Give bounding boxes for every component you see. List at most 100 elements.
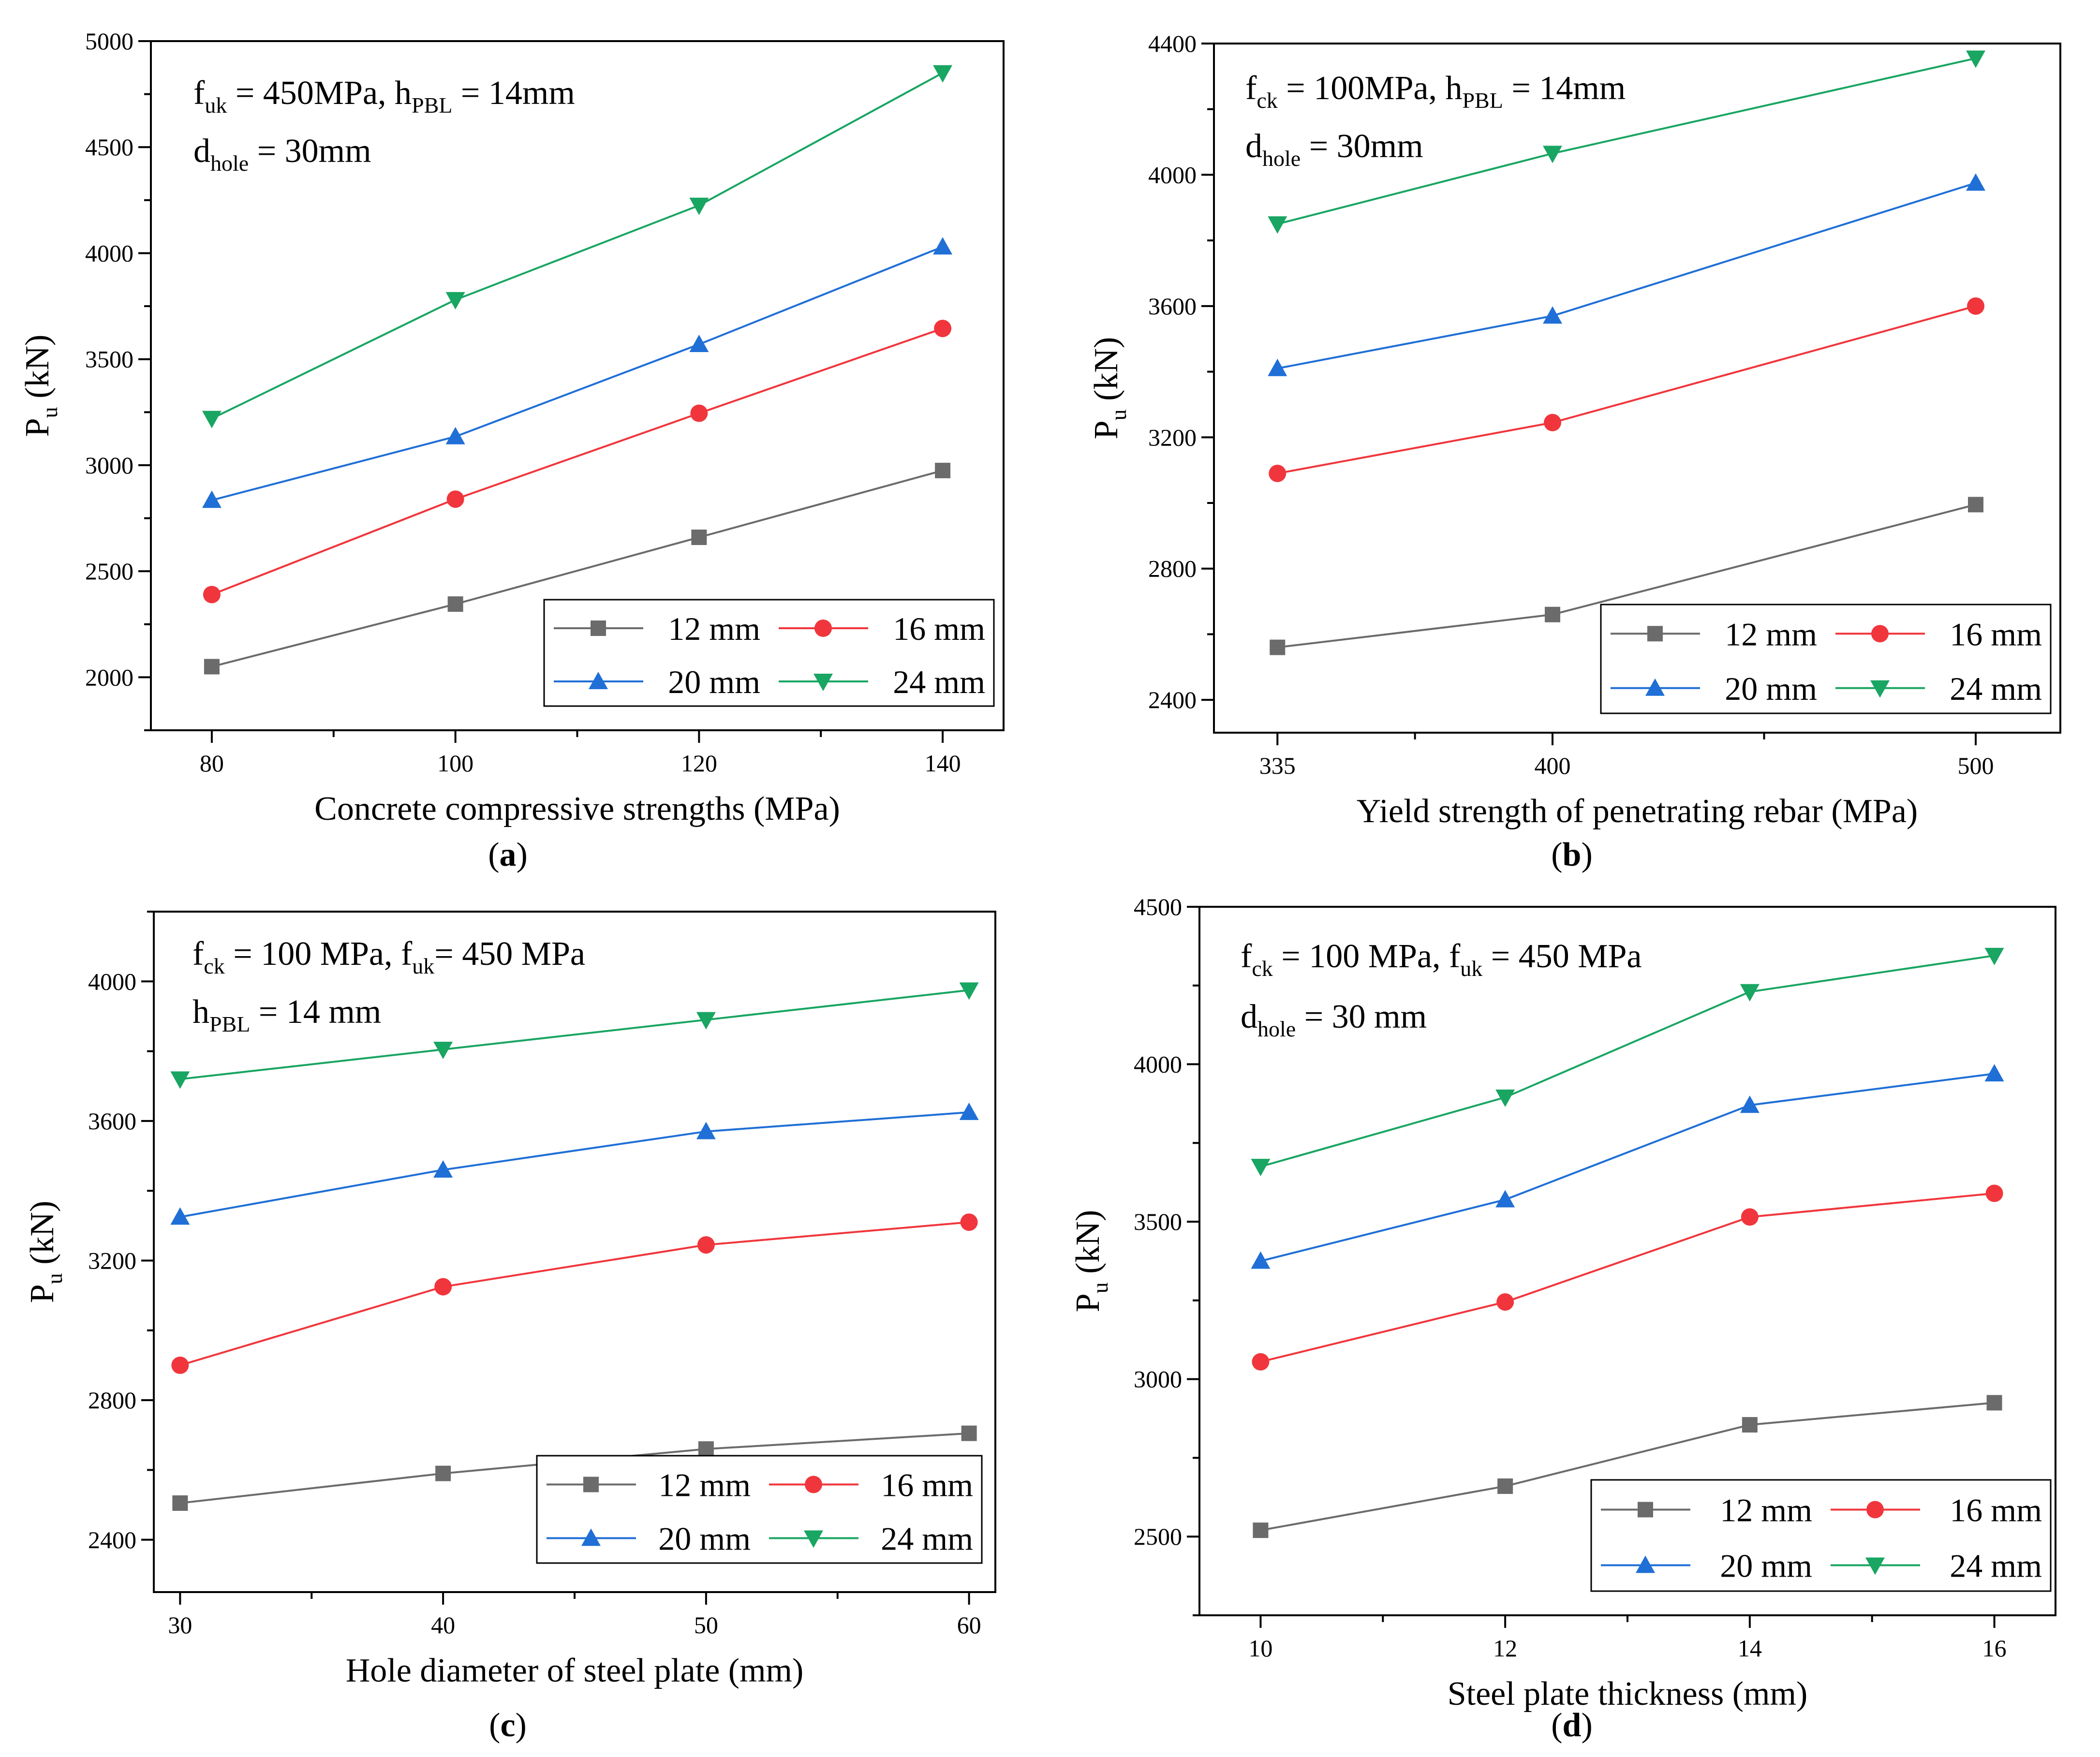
y-axis-symbol: P	[1069, 1293, 1107, 1312]
annotation-line: dhole = 30mm	[193, 133, 371, 176]
series-20mm	[1251, 1064, 2004, 1269]
legend-marker	[1636, 1555, 1655, 1573]
data-point	[959, 982, 979, 1000]
series-16mm	[171, 1213, 978, 1374]
subscript: uk	[412, 954, 434, 978]
y-tick-label: 4000	[88, 968, 136, 995]
y-tick-label: 2800	[88, 1387, 136, 1414]
legend: 12 mm 16 mm 20 mm 24 mm	[1590, 1479, 2052, 1592]
legend-label: 16 mm	[1950, 1492, 2042, 1529]
caption-letter: d	[1563, 1707, 1582, 1744]
x-axis-title: Hole diameter of steel plate (mm)	[346, 1652, 804, 1689]
data-point	[935, 462, 951, 478]
legend-marker	[591, 620, 606, 636]
annotation-part: h	[192, 993, 209, 1031]
annotation-part: f	[1241, 938, 1252, 975]
y-axis-title: Pu (kN)	[19, 335, 62, 437]
x-tick-label: 30	[168, 1611, 192, 1639]
legend-marker	[1638, 1502, 1653, 1518]
legend-marker	[583, 1476, 599, 1492]
data-point	[1544, 413, 1561, 431]
legend-label: 24 mm	[893, 664, 985, 700]
chart-d: 2500 3000 3500 4000 4500 10 12 14 16 Steel plate …	[1069, 893, 2056, 1744]
data-point	[433, 1042, 453, 1060]
data-point	[1968, 497, 1983, 513]
legend-marker	[804, 1530, 823, 1548]
data-point	[696, 1012, 716, 1030]
legend-label: 16 mm	[881, 1467, 973, 1504]
data-point	[170, 1207, 190, 1225]
data-point	[933, 237, 953, 255]
data-point	[1496, 1293, 1514, 1311]
legend: 12 mm 16 mm 20 mm 24 mm	[1600, 604, 2052, 714]
y-tick-label: 4000	[1134, 1051, 1182, 1078]
legend-marker	[813, 674, 833, 691]
x-tick-label: 12	[1493, 1635, 1517, 1662]
annotation-part: f	[1245, 70, 1257, 107]
y-axis-unit: (kN)	[1088, 337, 1125, 410]
series-24mm	[1251, 947, 2004, 1177]
y-tick-label: 2500	[1134, 1523, 1182, 1550]
legend-marker	[814, 620, 832, 637]
y-tick-label: 3000	[1134, 1366, 1182, 1393]
annotation-part: = 100 MPa, f	[225, 935, 413, 973]
annotation-part: = 30mm	[249, 133, 371, 170]
chart-b: 2400 2800 3200 3600 4000 4400 335 400 500 Yield s…	[1088, 30, 2061, 873]
data-point	[1984, 947, 2004, 965]
data-point	[1497, 1478, 1513, 1494]
y-axis-symbol: P	[1088, 420, 1125, 439]
legend-label: 20 mm	[1725, 670, 1817, 707]
data-point	[1495, 1089, 1515, 1107]
x-tick-label: 100	[437, 750, 473, 777]
annotation-line: hPBL = 14 mm	[192, 993, 381, 1036]
y-axis-subscript: u	[1106, 409, 1131, 420]
series-20mm	[202, 237, 953, 508]
legend-box	[543, 599, 995, 707]
y-tick-label: 2400	[88, 1526, 136, 1553]
data-point	[934, 320, 952, 338]
subscript: PBL	[209, 1012, 250, 1036]
legend-marker	[589, 672, 608, 689]
legend: 12 mm 16 mm 20 mm 24 mm	[543, 599, 995, 707]
y-tick-label: 3200	[1148, 424, 1197, 451]
legend-label: 12 mm	[658, 1467, 751, 1504]
y-tick-label: 3500	[1134, 1208, 1182, 1235]
series-line	[211, 327, 943, 596]
legend-marker	[581, 1528, 601, 1546]
subscript: uk	[1460, 956, 1482, 981]
series-24mm	[202, 65, 953, 428]
y-tick-label: 4400	[1148, 30, 1197, 57]
series-line	[1260, 1073, 1995, 1262]
annotation-line: fuk = 450MPa, hPBL = 14mm	[193, 74, 575, 118]
series-12mm	[1253, 1395, 2002, 1538]
y-tick-label: 3200	[88, 1247, 136, 1274]
panel-caption: (b)	[1551, 836, 1593, 873]
plot-frame	[1213, 43, 2061, 734]
data-point	[1986, 1395, 2002, 1411]
legend-box	[1590, 1479, 2052, 1592]
data-point	[689, 335, 709, 352]
y-axis-unit: (kN)	[19, 335, 56, 407]
y-axis-subscript: u	[42, 1273, 67, 1284]
data-point	[1251, 1159, 1271, 1177]
subscript: hole	[1257, 1017, 1296, 1041]
annotation-line: dhole = 30mm	[1245, 128, 1423, 171]
data-point	[446, 490, 464, 508]
x-tick-label: 10	[1248, 1635, 1272, 1662]
legend-marker	[1865, 1557, 1885, 1575]
subscript: PBL	[412, 93, 452, 118]
data-point	[445, 292, 465, 310]
data-point	[961, 1425, 977, 1441]
legend-label: 20 mm	[658, 1521, 751, 1557]
series-line	[1277, 305, 1976, 474]
annotation-part: = 100MPa, h	[1278, 70, 1463, 107]
legend-marker	[1866, 1501, 1884, 1519]
legend-box	[1600, 604, 2052, 714]
legend: 12 mm 16 mm 20 mm 24 mm	[536, 1455, 983, 1564]
data-point	[1966, 173, 1985, 191]
y-tick-label: 4000	[85, 239, 133, 266]
caption-close: )	[1581, 836, 1592, 873]
data-point	[172, 1495, 188, 1511]
data-point	[170, 1071, 190, 1089]
legend-marker	[1870, 680, 1890, 698]
